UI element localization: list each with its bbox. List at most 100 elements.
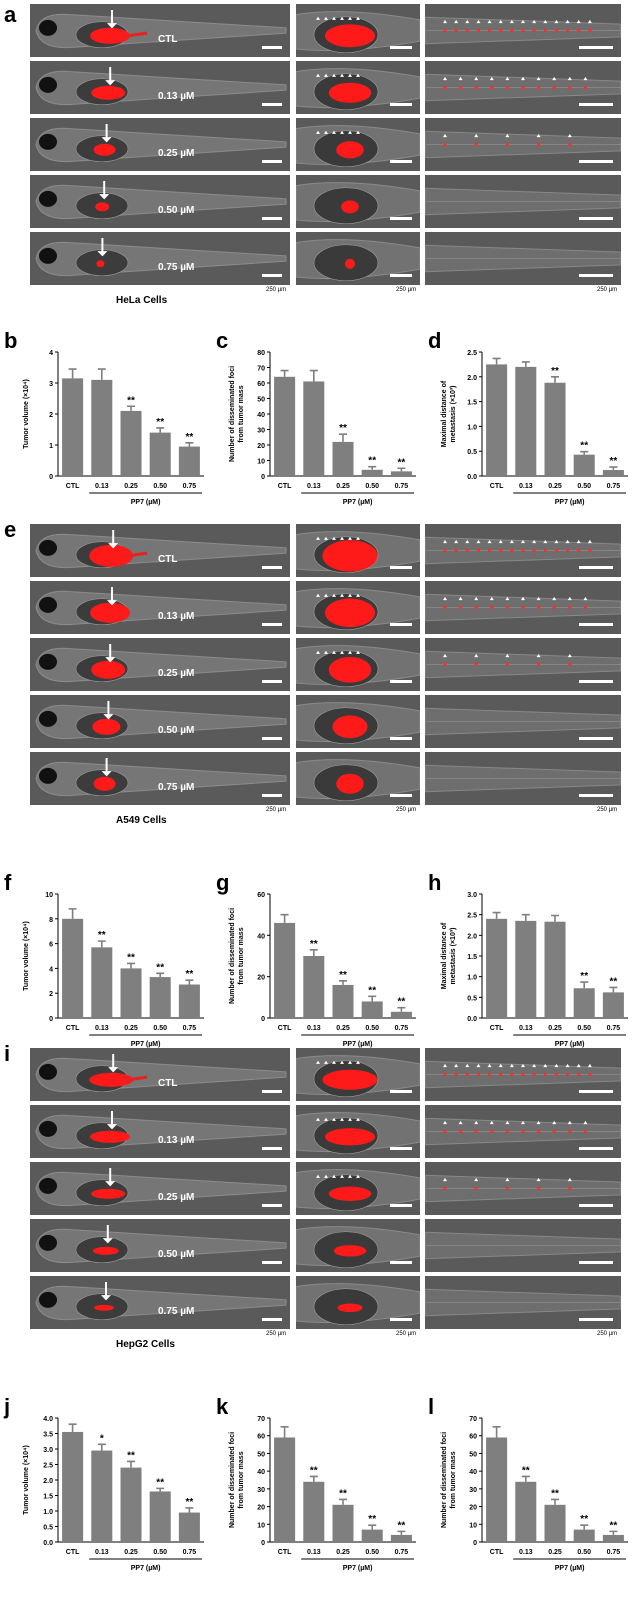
significance-marker: ** — [580, 971, 588, 982]
x-tick-label: 0.13 — [307, 1025, 321, 1032]
scale-bar — [390, 680, 412, 683]
micrograph-i-row5-col1: 0.75 µM — [30, 1276, 290, 1329]
y-tick-label: 2.0 — [467, 933, 477, 940]
y-tick-label: 4 — [49, 350, 53, 357]
y-tick-label: 0 — [261, 1016, 265, 1023]
error-bar — [368, 995, 377, 1002]
x-tick-label: 0.25 — [548, 483, 562, 490]
bar-0.50 — [573, 454, 595, 476]
bar-CTL — [62, 1431, 84, 1542]
y-tick-label: 1.5 — [467, 400, 477, 407]
bar-chart: c 0 10 20 30 40 50 60 70 80 Number of disseminated… — [216, 328, 416, 506]
y-tick-label: 1.0 — [467, 975, 477, 982]
bar-0.13 — [515, 920, 537, 1018]
scale-label: 250 µm — [266, 287, 287, 293]
hepg2-image-grid: CTL 0.13 µM 0.25 µM 0.50 µM 0.75 µM 250 µm 250… — [0, 1048, 638, 1368]
x-tick-label: 0.75 — [607, 483, 621, 490]
x-tick-label: 0.13 — [519, 1025, 533, 1032]
scale-bar — [579, 794, 613, 797]
significance-marker: ** — [551, 366, 559, 377]
dose-label: 0.50 µM — [158, 725, 195, 736]
x-tick-label: 0.13 — [95, 483, 109, 490]
bar-0.75 — [178, 446, 200, 476]
scale-bar — [262, 1318, 282, 1321]
zebrafish-image — [30, 1219, 290, 1272]
x-tick-label: 0.25 — [124, 483, 138, 490]
zebrafish-image — [30, 524, 290, 577]
panel-letter-e: e — [4, 517, 17, 542]
y-tick-label: 1.0 — [43, 1509, 53, 1516]
scale-bar — [262, 46, 282, 49]
panel-letter-b: b — [4, 328, 17, 353]
x-tick-label: 0.75 — [395, 1025, 409, 1032]
zebrafish-image — [425, 1276, 621, 1329]
scale-bar — [262, 274, 282, 277]
zebrafish-image — [425, 1219, 621, 1272]
bar-0.75 — [178, 984, 200, 1018]
zebrafish-image — [30, 232, 290, 285]
y-tick-label: 30 — [257, 1487, 265, 1494]
scale-label: 250 µm — [266, 807, 287, 813]
y-tick-label: 2.0 — [467, 375, 477, 382]
x-tick-label: 0.50 — [365, 1025, 379, 1032]
micrograph-a-row5-col1: 0.75 µM — [30, 232, 290, 285]
y-tick-label: 0.5 — [467, 995, 477, 1002]
error-bar — [492, 357, 501, 365]
bar-0.13 — [91, 1450, 113, 1542]
significance-marker: ** — [610, 976, 618, 987]
bar-CTL — [274, 376, 296, 476]
bar-CTL — [62, 378, 84, 476]
micrograph-e-row5-col3 — [425, 752, 621, 805]
dose-label: 0.75 µM — [158, 1306, 195, 1317]
zebrafish-image — [30, 752, 290, 805]
x-tick-label: 0.13 — [519, 483, 533, 490]
chart-k: k 0 10 20 30 40 50 60 70 Number of disseminated f… — [212, 1392, 424, 1582]
significance-marker: ** — [127, 395, 135, 406]
chart-g: g 0 20 40 60 Number of disseminated foci from … — [212, 868, 424, 1058]
bar-CTL — [62, 918, 84, 1018]
y-axis-label: Tumor volume (×10⁴) — [23, 1445, 30, 1515]
micrograph-e-row1-col3 — [425, 524, 621, 577]
bar-0.25 — [332, 984, 354, 1018]
y-tick-label: 4 — [49, 966, 53, 973]
dose-label: 0.50 µM — [158, 205, 195, 216]
scale-bar — [390, 623, 412, 626]
scale-bar — [579, 737, 613, 740]
x-tick-label: 0.13 — [307, 1549, 321, 1556]
dose-label: CTL — [158, 554, 178, 565]
error-bar — [127, 405, 135, 411]
a549-image-grid: CTL 0.13 µM 0.25 µM 0.50 µM 0.75 µM 250 µm 250… — [0, 524, 638, 844]
y-tick-label: 40 — [257, 412, 265, 419]
error-bar — [580, 1524, 589, 1530]
micrograph-e-row4-col3 — [425, 695, 621, 748]
error-bar — [127, 962, 135, 969]
error-bar — [156, 972, 165, 978]
x-tick-label: 0.50 — [365, 483, 379, 490]
bar-0.25 — [332, 1504, 354, 1542]
error-bar — [185, 442, 194, 447]
micrograph-e-row3-col2 — [296, 638, 420, 691]
zebrafish-image — [425, 118, 621, 171]
error-bar — [609, 1530, 618, 1535]
error-bar — [280, 369, 289, 377]
x-tick-label: 0.13 — [95, 1549, 109, 1556]
significance-marker: ** — [127, 952, 135, 963]
y-tick-label: 10 — [257, 1522, 265, 1529]
scale-bar — [579, 1204, 613, 1207]
micrograph-i-row3-col3 — [425, 1162, 621, 1215]
micrograph-a-row4-col2 — [296, 175, 420, 228]
error-bar — [521, 913, 530, 921]
bar-0.75 — [390, 1011, 412, 1018]
scale-bar — [390, 1261, 412, 1264]
micrograph-a-row5-col2 — [296, 232, 420, 285]
micrograph-i-row4-col3 — [425, 1219, 621, 1272]
error-bar — [551, 914, 559, 922]
x-tick-label: 0.25 — [336, 483, 350, 490]
scale-bar — [390, 217, 412, 220]
y-tick-label: 2.0 — [43, 1478, 53, 1485]
group-label: PP7 (µM) — [343, 499, 373, 506]
significance-marker: ** — [98, 930, 106, 941]
panel-letter-d: d — [428, 328, 441, 353]
micrograph-e-row2-col3 — [425, 581, 621, 634]
micrograph-e-row1-col2 — [296, 524, 420, 577]
